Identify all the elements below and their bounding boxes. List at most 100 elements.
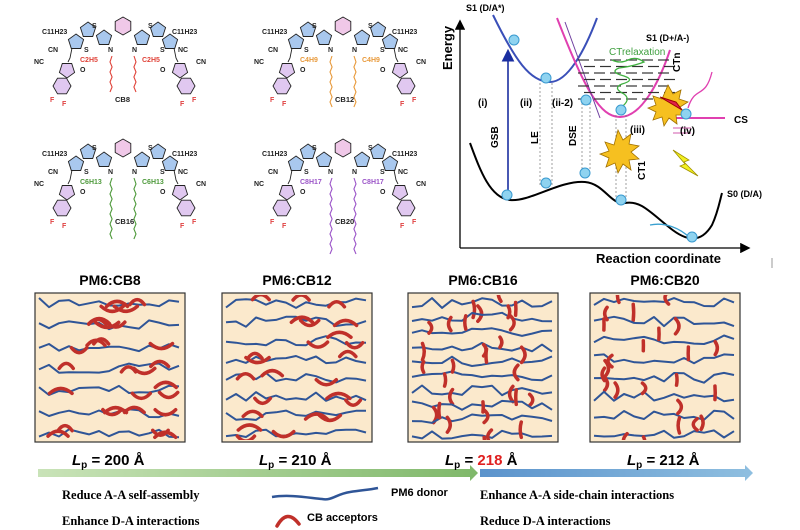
acceptor-molecule <box>303 412 330 421</box>
acceptor-molecule <box>93 320 121 330</box>
lp-subscript: p <box>636 460 642 471</box>
acceptor-molecule <box>122 405 146 415</box>
acceptor-molecule <box>448 387 455 406</box>
vinyl-bond <box>393 47 399 63</box>
nitrogen-label: N <box>108 47 113 54</box>
sulfur-label: S <box>312 145 317 152</box>
alkyl-label: C11H23 <box>392 151 417 158</box>
benzene-ring <box>334 16 352 36</box>
s1-ct-curve <box>556 17 671 119</box>
panel-box <box>34 292 186 443</box>
cyano-label: NC <box>254 181 264 188</box>
le-label: LE <box>530 131 541 144</box>
acceptor-molecule <box>104 299 130 309</box>
fluorine-label: F <box>412 97 417 104</box>
x-axis-label: Reaction coordinate <box>596 251 721 266</box>
indanone-ring <box>391 185 409 201</box>
step-num: (i) <box>478 98 487 109</box>
acceptor-molecule <box>600 366 607 383</box>
oxygen-label: O <box>160 189 166 196</box>
free-charge-arrow <box>687 71 713 109</box>
acceptor-molecule <box>241 409 264 419</box>
fluorine-label: F <box>282 223 287 230</box>
acceptor-molecule <box>446 315 453 333</box>
donor-chain <box>38 384 180 396</box>
benzo-ring <box>176 77 196 95</box>
pyrrole-ring <box>315 29 333 45</box>
pyrrole-ring <box>353 151 371 167</box>
cyano-label: CN <box>416 59 426 66</box>
cyano-label: NC <box>398 47 408 54</box>
state-circle <box>615 194 627 206</box>
lp-symbol: L <box>627 452 636 469</box>
fluorine-label: F <box>50 219 55 226</box>
fluorine-label: F <box>50 97 55 104</box>
donor-chain <box>593 371 735 384</box>
morphology-panels: PM6:CB8 PM6:CB12 PM6:CB16 PM6:CB20 <box>34 272 741 443</box>
side-chain <box>133 177 137 240</box>
acceptor-molecule <box>674 372 679 387</box>
state-circle <box>501 189 513 201</box>
lp-subscript: p <box>81 460 87 471</box>
fluorine-label: F <box>180 223 185 230</box>
benzene-ring <box>114 16 132 36</box>
donor-chain <box>593 315 735 328</box>
acceptor-molecule <box>149 359 171 369</box>
donor-chain <box>411 311 553 323</box>
thiophene-ring <box>299 21 317 37</box>
molecule-name: CB12 <box>335 95 354 104</box>
lp-equals: = <box>87 452 104 469</box>
lp-value: 218 <box>477 452 502 469</box>
acceptor-molecule <box>527 392 535 408</box>
step-num: (iv) <box>680 126 695 137</box>
cyano-label: CN <box>48 169 58 176</box>
vinyl-bond <box>173 169 179 185</box>
step-num: (ii) <box>520 98 532 109</box>
acceptor-molecule <box>513 388 519 407</box>
donor-chain <box>411 297 553 309</box>
acceptor-molecule <box>476 304 484 324</box>
donor-chain <box>225 315 367 328</box>
legend-left-2: Enhance D-A interactions <box>62 514 200 528</box>
acceptor-molecule <box>437 401 442 420</box>
side-chain-label: C8H17 <box>300 179 322 186</box>
acceptor-molecule <box>621 431 629 440</box>
acceptor-legend-arc <box>275 514 301 528</box>
s1-ct-label: S1 (D+/A-) <box>646 33 689 43</box>
side-chain-label: C6H13 <box>80 179 102 186</box>
side-chain <box>353 55 357 108</box>
alkyl-label: C11H23 <box>172 29 197 36</box>
nitrogen-label: N <box>352 169 357 176</box>
thiophene-ring <box>381 33 399 49</box>
legend-right-2: Reduce D-A interactions <box>480 514 611 528</box>
panel-title: PM6:CB8 <box>79 272 141 288</box>
fluorine-label: F <box>62 223 67 230</box>
donor-chain <box>38 319 180 331</box>
acceptor-molecule <box>602 375 610 393</box>
alkyl-label: C11H23 <box>42 151 67 158</box>
sulfur-label: S <box>304 169 309 176</box>
nitrogen-label: N <box>108 169 113 176</box>
acceptor-molecule <box>445 415 452 434</box>
acceptor-molecule <box>508 314 516 332</box>
acceptor-molecule <box>613 381 620 399</box>
thiophene-ring <box>287 33 305 49</box>
pyrrole-ring <box>95 29 113 45</box>
acceptor-molecule <box>327 300 347 309</box>
chains <box>38 297 180 440</box>
oxygen-label: O <box>380 67 386 74</box>
benzo-ring <box>272 77 292 95</box>
acceptor-molecule <box>326 330 353 340</box>
acceptor-molecule <box>713 340 720 357</box>
fluorine-label: F <box>192 97 197 104</box>
benzo-ring <box>272 199 292 217</box>
indanone-ring <box>58 185 76 201</box>
acceptor-molecule <box>507 384 515 404</box>
sulfur-label: S <box>160 169 165 176</box>
pyrrole-ring <box>133 151 151 167</box>
thiophene-ring <box>79 143 97 159</box>
panel-title: PM6:CB20 <box>630 272 699 288</box>
thiophene-ring <box>67 155 85 171</box>
thiophene-ring <box>79 21 97 37</box>
